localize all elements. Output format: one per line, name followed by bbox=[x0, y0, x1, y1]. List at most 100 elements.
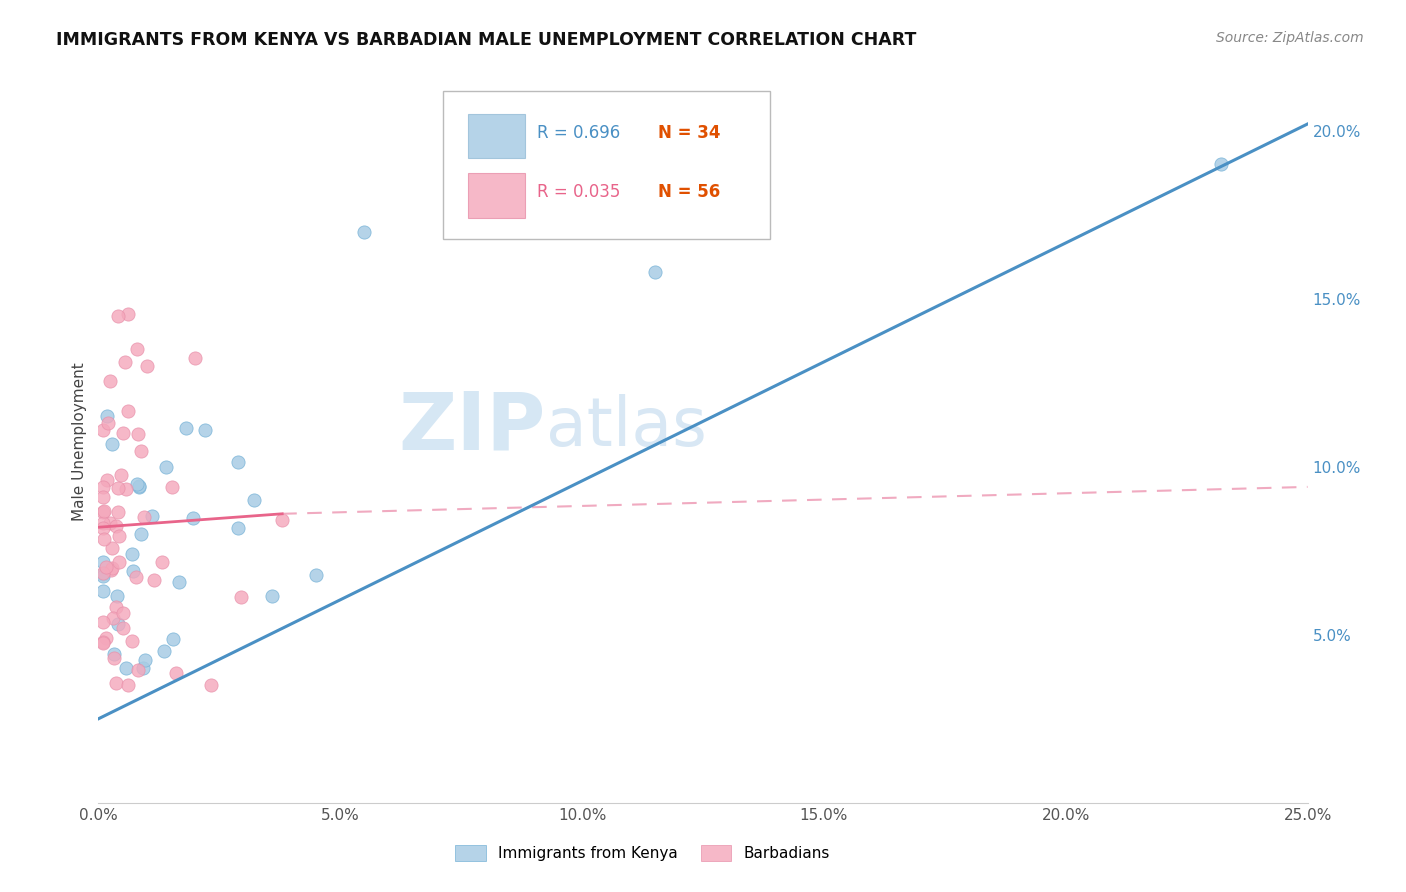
Point bbox=[153, 643, 176, 657]
Point bbox=[101, 560, 124, 574]
Point bbox=[142, 574, 165, 588]
Point bbox=[105, 589, 128, 603]
Point bbox=[98, 516, 121, 531]
Point bbox=[115, 661, 138, 675]
Point bbox=[353, 225, 375, 239]
Point bbox=[114, 355, 136, 369]
Point bbox=[122, 564, 145, 578]
Point bbox=[111, 621, 134, 635]
Point bbox=[94, 631, 117, 645]
Point bbox=[226, 520, 249, 534]
Point bbox=[91, 505, 114, 519]
Point bbox=[117, 403, 139, 417]
Point bbox=[174, 421, 197, 435]
Point bbox=[112, 606, 135, 620]
Point bbox=[101, 437, 124, 451]
Point bbox=[644, 265, 666, 279]
Point bbox=[129, 443, 152, 458]
Text: IMMIGRANTS FROM KENYA VS BARBADIAN MALE UNEMPLOYMENT CORRELATION CHART: IMMIGRANTS FROM KENYA VS BARBADIAN MALE … bbox=[56, 31, 917, 49]
Point bbox=[91, 521, 114, 535]
Point bbox=[132, 661, 155, 675]
Point bbox=[271, 513, 294, 527]
Text: R = 0.035: R = 0.035 bbox=[537, 183, 620, 202]
Point bbox=[184, 351, 207, 365]
Y-axis label: Male Unemployment: Male Unemployment bbox=[72, 362, 87, 521]
Point bbox=[262, 589, 284, 603]
Point bbox=[155, 459, 177, 474]
Point bbox=[98, 374, 121, 388]
Point bbox=[91, 566, 114, 580]
Point bbox=[91, 480, 114, 494]
Point bbox=[117, 678, 139, 692]
Point bbox=[127, 342, 149, 356]
Point bbox=[103, 647, 125, 661]
Point bbox=[91, 615, 114, 629]
Point bbox=[127, 663, 149, 677]
Point bbox=[141, 509, 163, 524]
Point bbox=[91, 555, 114, 569]
Point bbox=[91, 516, 114, 530]
Point bbox=[101, 541, 124, 555]
Point bbox=[111, 425, 134, 440]
Text: ZIP: ZIP bbox=[398, 388, 546, 467]
Point bbox=[91, 423, 114, 437]
Point bbox=[97, 416, 120, 430]
FancyBboxPatch shape bbox=[468, 113, 526, 158]
Point bbox=[125, 570, 148, 584]
Text: R = 0.696: R = 0.696 bbox=[537, 124, 620, 142]
Point bbox=[96, 409, 118, 424]
Point bbox=[200, 678, 222, 692]
Point bbox=[121, 634, 143, 648]
Point bbox=[107, 481, 129, 495]
Point bbox=[96, 473, 118, 487]
Point bbox=[160, 480, 183, 494]
Point bbox=[229, 590, 252, 604]
Point bbox=[91, 567, 114, 582]
Point bbox=[110, 467, 132, 482]
Point bbox=[128, 480, 150, 494]
Point bbox=[134, 510, 156, 524]
Point bbox=[194, 423, 217, 437]
Point bbox=[91, 490, 114, 504]
Legend: Immigrants from Kenya, Barbadians: Immigrants from Kenya, Barbadians bbox=[449, 839, 837, 867]
Point bbox=[134, 653, 156, 667]
Point bbox=[117, 307, 139, 321]
Text: atlas: atlas bbox=[546, 394, 707, 460]
Text: N = 56: N = 56 bbox=[658, 183, 720, 202]
Point bbox=[94, 560, 117, 574]
Text: Source: ZipAtlas.com: Source: ZipAtlas.com bbox=[1216, 31, 1364, 45]
Point bbox=[150, 555, 173, 569]
FancyBboxPatch shape bbox=[468, 173, 526, 219]
Point bbox=[105, 676, 128, 690]
Point bbox=[104, 599, 127, 614]
Point bbox=[242, 492, 264, 507]
Point bbox=[104, 519, 127, 533]
Point bbox=[107, 309, 129, 323]
Point bbox=[167, 575, 190, 590]
Point bbox=[1209, 157, 1232, 171]
Point bbox=[162, 632, 184, 646]
Point bbox=[91, 569, 114, 583]
FancyBboxPatch shape bbox=[443, 91, 769, 239]
Point bbox=[91, 636, 114, 650]
Point bbox=[127, 427, 149, 442]
Point bbox=[91, 634, 114, 648]
Point bbox=[93, 503, 115, 517]
Point bbox=[107, 529, 129, 543]
Point bbox=[128, 479, 150, 493]
Point bbox=[108, 555, 131, 569]
Point bbox=[107, 616, 129, 631]
Point bbox=[107, 505, 129, 519]
Point bbox=[93, 533, 115, 547]
Point bbox=[91, 583, 114, 598]
Point bbox=[121, 547, 143, 561]
Point bbox=[100, 563, 122, 577]
Point bbox=[165, 665, 187, 680]
Point bbox=[101, 610, 124, 624]
Point bbox=[127, 476, 149, 491]
Point bbox=[305, 568, 328, 582]
Point bbox=[103, 651, 125, 665]
Point bbox=[131, 527, 153, 541]
Point bbox=[136, 359, 159, 373]
Text: N = 34: N = 34 bbox=[658, 124, 721, 142]
